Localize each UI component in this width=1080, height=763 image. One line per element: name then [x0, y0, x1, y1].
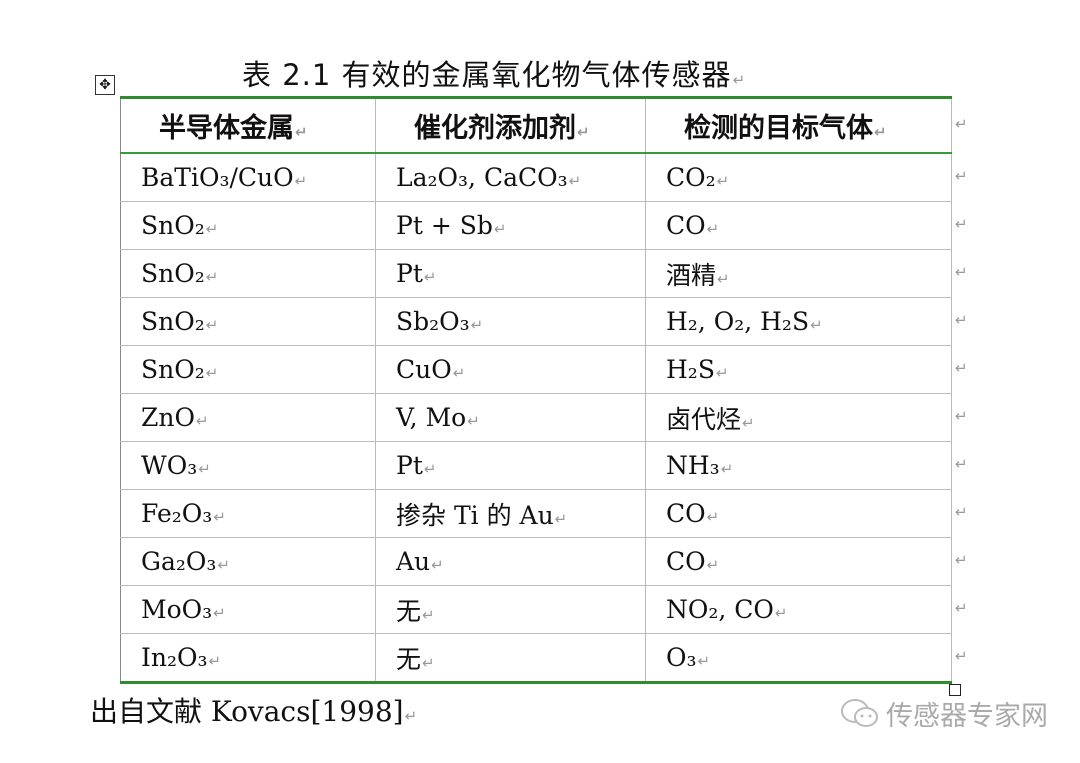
cell-semiconductor: BaTiO₃/CuO	[120, 152, 376, 202]
cell-catalyst: La₂O₃, CaCO₃	[375, 152, 646, 202]
watermark-text: 传感器专家网	[886, 701, 1048, 732]
cell-catalyst: Au	[375, 537, 646, 586]
cell-catalyst: Pt	[375, 441, 646, 490]
row-end-mark: ↵	[955, 167, 968, 185]
row-end-mark: ↵	[955, 647, 968, 665]
header-target-gas: 检测的目标气体	[645, 96, 952, 154]
row-end-mark: ↵	[955, 115, 968, 133]
cell-catalyst: 无	[375, 633, 646, 684]
wechat-icon	[841, 698, 878, 727]
table-row: Ga₂O₃AuCO	[120, 537, 952, 586]
cell-semiconductor: ZnO	[120, 393, 376, 442]
row-end-mark: ↵	[955, 263, 968, 281]
cell-catalyst: CuO	[375, 345, 646, 394]
row-end-mark: ↵	[955, 503, 968, 521]
header-semiconductor: 半导体金属	[120, 96, 376, 154]
table-row: SnO₂Sb₂O₃H₂, O₂, H₂S	[120, 297, 952, 346]
row-end-mark: ↵	[955, 407, 968, 425]
source-citation: 出自文献 Kovacs[1998]	[90, 690, 417, 730]
table-row: ZnOV, Mo卤代烃	[120, 393, 952, 442]
gas-sensor-table: 半导体金属 催化剂添加剂 检测的目标气体 BaTiO₃/CuOLa₂O₃, Ca…	[120, 96, 952, 684]
cell-semiconductor: In₂O₃	[120, 633, 376, 684]
row-end-mark: ↵	[955, 455, 968, 473]
header-catalyst: 催化剂添加剂	[375, 96, 646, 154]
cell-target-gas: NH₃	[645, 441, 952, 490]
table-row: SnO₂CuOH₂S	[120, 345, 952, 394]
table-row: SnO₂Pt酒精	[120, 249, 952, 298]
table-row: MoO₃无NO₂, CO	[120, 585, 952, 634]
cell-target-gas: 卤代烃	[645, 393, 952, 442]
cell-semiconductor: SnO₂	[120, 201, 376, 250]
cell-target-gas: 酒精	[645, 249, 952, 298]
cell-catalyst: Pt	[375, 249, 646, 298]
table-resize-handle[interactable]	[949, 684, 961, 696]
header-row: 半导体金属 催化剂添加剂 检测的目标气体	[120, 96, 952, 154]
cell-semiconductor: Fe₂O₃	[120, 489, 376, 538]
cell-semiconductor: SnO₂	[120, 297, 376, 346]
row-end-mark: ↵	[955, 311, 968, 329]
cell-semiconductor: SnO₂	[120, 249, 376, 298]
cell-target-gas: CO₂	[645, 152, 952, 202]
cell-catalyst: V, Mo	[375, 393, 646, 442]
cell-target-gas: CO	[645, 489, 952, 538]
table-row: WO₃PtNH₃	[120, 441, 952, 490]
cell-catalyst: 无	[375, 585, 646, 634]
row-end-mark: ↵	[955, 551, 968, 569]
row-end-mark: ↵	[955, 215, 968, 233]
cell-semiconductor: MoO₃	[120, 585, 376, 634]
table-caption: 表 2.1 有效的金属氧化物气体传感器	[242, 52, 746, 94]
cell-target-gas: CO	[645, 201, 952, 250]
cell-semiconductor: SnO₂	[120, 345, 376, 394]
cell-catalyst: Pt + Sb	[375, 201, 646, 250]
cell-semiconductor: Ga₂O₃	[120, 537, 376, 586]
cell-catalyst: Sb₂O₃	[375, 297, 646, 346]
watermark: 传感器专家网	[840, 694, 1048, 733]
table-row: SnO₂Pt + SbCO	[120, 201, 952, 250]
cell-target-gas: H₂, O₂, H₂S	[645, 297, 952, 346]
cell-target-gas: CO	[645, 537, 952, 586]
table-row: BaTiO₃/CuOLa₂O₃, CaCO₃CO₂	[120, 152, 952, 202]
cell-target-gas: O₃	[645, 633, 952, 684]
table-move-handle-icon[interactable]: ✥	[95, 75, 115, 95]
table-row: In₂O₃无O₃	[120, 633, 952, 684]
table-row: Fe₂O₃掺杂 Ti 的 AuCO	[120, 489, 952, 538]
cell-semiconductor: WO₃	[120, 441, 376, 490]
cell-target-gas: H₂S	[645, 345, 952, 394]
cell-catalyst: 掺杂 Ti 的 Au	[375, 489, 646, 538]
cell-target-gas: NO₂, CO	[645, 585, 952, 634]
row-end-mark: ↵	[955, 599, 968, 617]
row-end-mark: ↵	[955, 359, 968, 377]
